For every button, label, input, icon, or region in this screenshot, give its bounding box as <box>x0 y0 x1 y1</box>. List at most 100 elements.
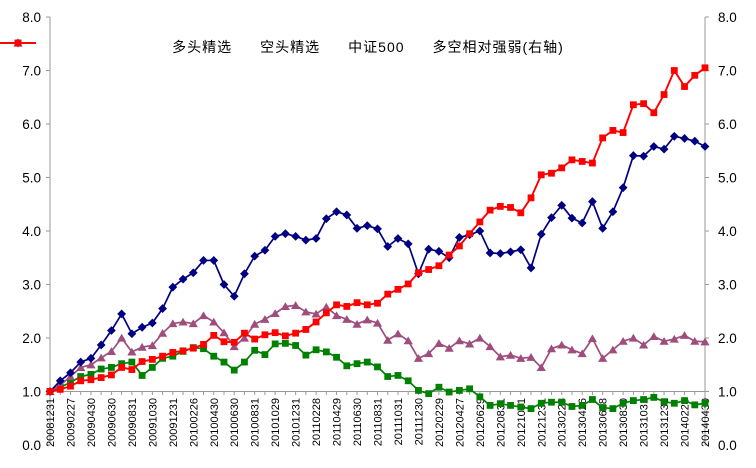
data-point-square <box>609 405 617 413</box>
data-point-square <box>363 358 371 366</box>
data-point-square <box>670 399 678 407</box>
data-point-square <box>701 64 709 72</box>
data-point-diamond <box>495 249 505 258</box>
data-point-square <box>609 127 617 134</box>
data-point-square <box>404 377 412 385</box>
data-point-triangle <box>557 340 567 349</box>
data-point-triangle <box>342 315 352 323</box>
data-point-square <box>251 346 259 354</box>
data-point-square <box>660 91 668 98</box>
data-point-square <box>384 373 392 380</box>
data-point-square <box>292 342 300 349</box>
data-point-square <box>343 362 351 370</box>
data-point-diamond <box>383 242 393 251</box>
data-point-triangle <box>362 315 372 324</box>
data-point-square <box>486 402 494 409</box>
data-point-triangle <box>403 336 413 345</box>
data-point-square <box>138 358 146 365</box>
y-axis-right-label: 5.0 <box>718 171 737 186</box>
data-point-square <box>650 393 658 401</box>
data-point-diamond <box>588 197 597 206</box>
y-axis-left-label: 0.0 <box>22 438 41 453</box>
data-point-square <box>108 371 115 379</box>
data-point-diamond <box>107 326 116 335</box>
data-point-diamond <box>516 245 526 255</box>
data-point-square <box>87 376 95 384</box>
data-point-triangle <box>700 337 710 346</box>
data-point-triangle <box>250 319 260 328</box>
data-point-triangle <box>465 339 475 348</box>
data-point-triangle <box>209 317 219 326</box>
data-point-square <box>374 363 381 371</box>
y-axis-left-label: 3.0 <box>22 278 41 293</box>
data-point-square <box>220 358 228 366</box>
data-point-square <box>548 398 555 406</box>
data-point-square <box>97 365 105 373</box>
data-point-diamond <box>567 213 577 223</box>
data-point-square <box>558 398 566 406</box>
data-point-diamond <box>690 136 700 146</box>
x-axis-date-label: 20140228 <box>680 398 692 447</box>
data-point-square <box>589 159 596 167</box>
data-point-diamond <box>270 231 280 241</box>
data-point-square <box>343 303 351 310</box>
data-point-triangle <box>280 302 290 311</box>
data-point-square <box>118 360 126 368</box>
data-point-triangle <box>178 317 188 326</box>
y-axis-left-label: 5.0 <box>22 171 41 186</box>
data-point-square <box>660 398 668 406</box>
data-point-triangle <box>485 342 495 351</box>
data-point-square <box>496 400 504 408</box>
data-point-diamond <box>434 246 444 256</box>
data-point-diamond <box>250 251 260 261</box>
data-point-diamond <box>577 218 587 228</box>
data-point-square <box>241 329 248 337</box>
data-point-square <box>200 345 207 353</box>
data-point-square <box>394 285 402 293</box>
data-point-square <box>67 379 74 386</box>
data-point-diamond <box>649 142 659 151</box>
x-axis-date-label: 20131231 <box>659 398 671 447</box>
data-point-diamond <box>485 248 495 258</box>
data-point-triangle <box>76 363 86 372</box>
x-axis-date-label: 20110831 <box>373 398 385 446</box>
x-axis-date-label: 20101029 <box>270 398 282 447</box>
data-point-square <box>363 301 371 309</box>
data-point-triangle <box>690 337 700 345</box>
x-axis-date-label: 20111031 <box>393 398 405 445</box>
x-axis-date-label: 20090630 <box>106 398 118 447</box>
x-axis-date-label: 20120831 <box>495 398 507 447</box>
data-point-square <box>578 402 586 409</box>
data-point-diamond <box>659 144 669 154</box>
x-axis-date-label: 20091231 <box>168 398 180 447</box>
data-point-square <box>650 109 658 117</box>
data-point-square <box>138 372 146 379</box>
data-point-square <box>77 373 85 380</box>
data-point-square <box>118 364 126 371</box>
data-point-triangle <box>659 337 669 345</box>
data-point-square <box>271 329 279 337</box>
data-point-diamond <box>618 183 628 193</box>
data-point-triangle <box>157 328 168 337</box>
data-point-square <box>496 202 504 210</box>
x-axis-date-label: 20100630 <box>229 398 241 447</box>
data-point-triangle <box>106 347 117 355</box>
data-point-square <box>189 344 197 352</box>
data-point-square <box>87 370 95 378</box>
y-axis-right-label: 0.0 <box>718 438 737 453</box>
data-point-diamond <box>240 269 249 279</box>
data-point-square <box>568 156 576 164</box>
data-point-triangle <box>546 344 557 353</box>
data-point-square <box>210 331 218 339</box>
data-point-square <box>445 388 453 396</box>
data-point-triangle <box>618 337 628 345</box>
x-axis-date-label: 20120427 <box>454 398 466 447</box>
data-point-triangle <box>383 335 393 344</box>
data-point-triangle <box>598 354 608 362</box>
data-point-square <box>701 399 709 407</box>
x-axis-date-label: 20110630 <box>352 398 364 446</box>
x-axis-date-label: 20140430 <box>700 398 712 447</box>
data-point-triangle <box>454 336 464 345</box>
data-point-triangle <box>117 333 127 342</box>
x-axis-date-label: 20130830 <box>618 398 630 447</box>
